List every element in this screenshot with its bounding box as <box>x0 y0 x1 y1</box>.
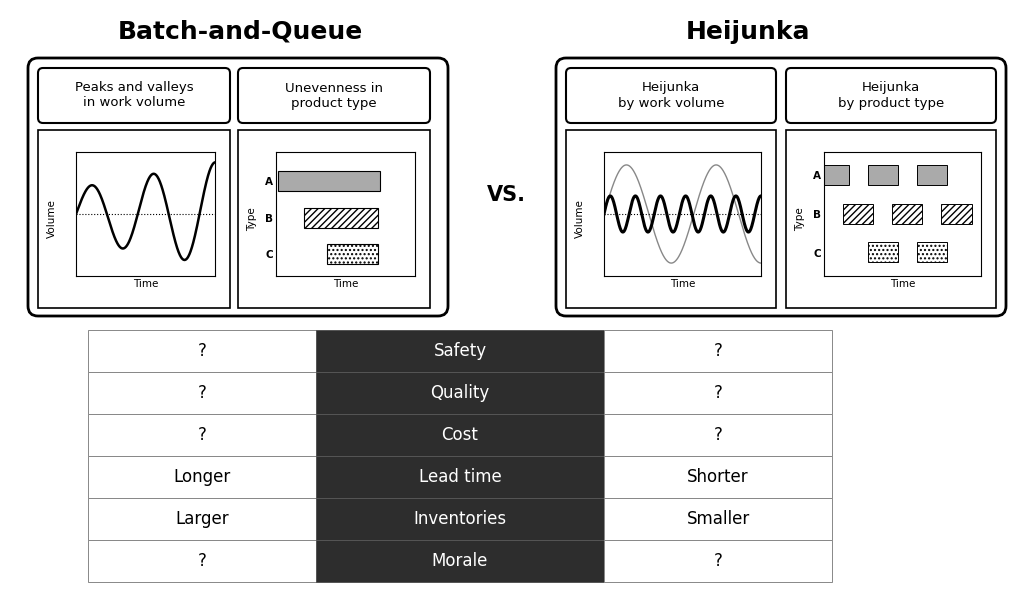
Bar <box>316 330 604 372</box>
FancyBboxPatch shape <box>38 68 230 123</box>
Text: Unevenness in
product type: Unevenness in product type <box>285 81 383 110</box>
Bar <box>316 540 604 582</box>
Bar <box>316 498 604 540</box>
Text: Type: Type <box>795 207 805 231</box>
Bar <box>279 171 380 191</box>
Bar <box>316 414 604 456</box>
Bar <box>604 414 831 456</box>
Text: Type: Type <box>247 207 257 231</box>
Bar <box>867 165 898 185</box>
Bar <box>327 244 378 264</box>
Bar <box>38 130 230 308</box>
Text: ?: ? <box>714 552 723 570</box>
Bar <box>88 372 316 414</box>
Text: ?: ? <box>198 384 207 402</box>
FancyBboxPatch shape <box>786 68 996 123</box>
Text: Volume: Volume <box>575 200 585 239</box>
Text: ?: ? <box>714 426 723 444</box>
Text: ?: ? <box>198 342 207 360</box>
Text: Peaks and valleys
in work volume: Peaks and valleys in work volume <box>75 81 194 110</box>
Bar <box>941 204 972 224</box>
Text: Smaller: Smaller <box>686 510 750 528</box>
Text: Inventories: Inventories <box>414 510 507 528</box>
Text: ?: ? <box>198 426 207 444</box>
Text: ?: ? <box>714 384 723 402</box>
Bar <box>604 372 831 414</box>
Bar <box>88 414 316 456</box>
Text: Safety: Safety <box>433 342 486 360</box>
Bar <box>604 540 831 582</box>
Bar <box>604 330 831 372</box>
Bar <box>867 242 898 263</box>
Bar <box>843 204 873 224</box>
Bar <box>304 207 378 228</box>
Text: ?: ? <box>714 342 723 360</box>
Text: Morale: Morale <box>432 552 488 570</box>
Bar <box>604 498 831 540</box>
Text: Batch-and-Queue: Batch-and-Queue <box>118 20 362 44</box>
Bar <box>916 165 947 185</box>
Text: Shorter: Shorter <box>687 468 749 486</box>
Text: Lead time: Lead time <box>419 468 502 486</box>
FancyBboxPatch shape <box>566 68 776 123</box>
FancyBboxPatch shape <box>238 68 430 123</box>
Bar <box>604 456 831 498</box>
Text: ?: ? <box>198 552 207 570</box>
Text: Longer: Longer <box>173 468 230 486</box>
Text: Cost: Cost <box>441 426 478 444</box>
Text: Heijunka
by product type: Heijunka by product type <box>838 81 944 110</box>
Text: Quality: Quality <box>430 384 489 402</box>
Bar <box>316 372 604 414</box>
Text: Heijunka: Heijunka <box>686 20 810 44</box>
Bar <box>566 130 776 308</box>
Text: Volume: Volume <box>47 200 57 239</box>
Bar <box>316 456 604 498</box>
X-axis label: Time: Time <box>890 279 915 289</box>
Bar <box>88 456 316 498</box>
Bar <box>88 540 316 582</box>
Text: VS.: VS. <box>486 185 525 205</box>
Bar <box>88 498 316 540</box>
Bar <box>818 165 849 185</box>
Bar <box>786 130 996 308</box>
Bar <box>892 204 923 224</box>
Text: Heijunka
by work volume: Heijunka by work volume <box>617 81 724 110</box>
Bar <box>238 130 430 308</box>
X-axis label: Time: Time <box>333 279 358 289</box>
FancyBboxPatch shape <box>28 58 449 316</box>
X-axis label: Time: Time <box>670 279 695 289</box>
FancyBboxPatch shape <box>556 58 1006 316</box>
X-axis label: Time: Time <box>133 279 158 289</box>
Text: Larger: Larger <box>175 510 228 528</box>
Bar <box>88 330 316 372</box>
Bar <box>916 242 947 263</box>
